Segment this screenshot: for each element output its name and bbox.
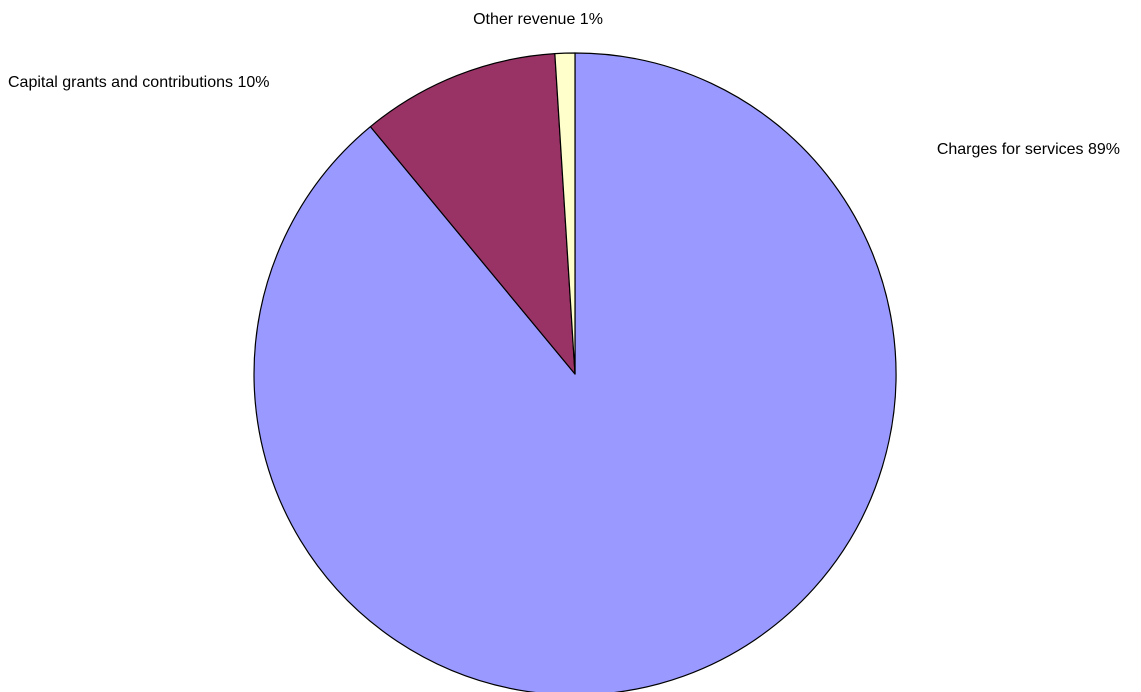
slice-label-capital-grants-and-contributions: Capital grants and contributions 10% (8, 74, 270, 91)
pie-labels: Charges for services 89% Capital grants a… (8, 11, 1120, 158)
slice-label-other-revenue: Other revenue 1% (473, 11, 603, 28)
pie-slice-capital-grants-and-contributions (369, 53, 576, 375)
pie-slice-other-revenue (554, 52, 576, 375)
slice-label-charges-for-services: Charges for services 89% (937, 141, 1120, 158)
pie-slices (253, 52, 897, 692)
